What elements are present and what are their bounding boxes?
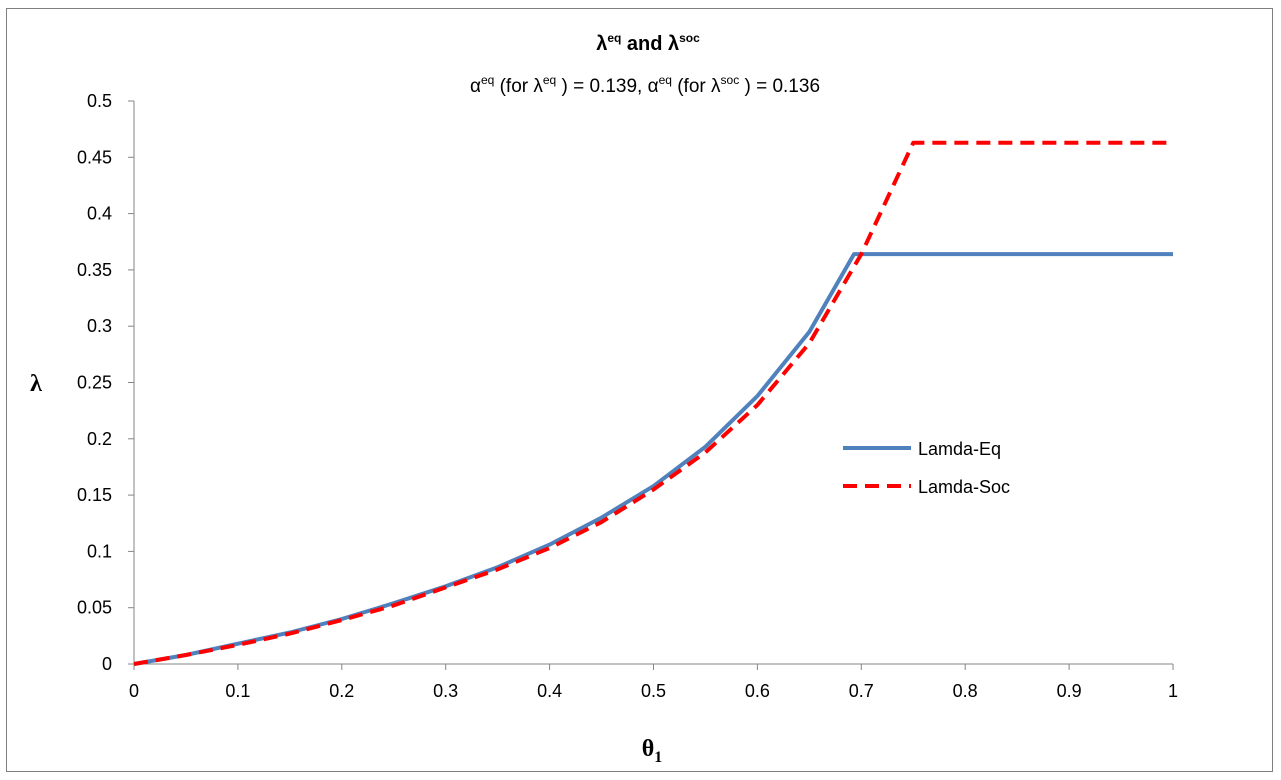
series-layer bbox=[133, 140, 1173, 666]
x-tick-label: 0.6 bbox=[745, 681, 770, 701]
legend: Lamda-Eq Lamda-Soc bbox=[843, 439, 1010, 497]
y-tick-label: 0.1 bbox=[87, 541, 112, 561]
axes: 0 0.05 0.1 0.15 0.2 0.25 0.3 0.35 0.4 0.45 0.5 0 0.1… bbox=[77, 91, 1178, 701]
y-tick-label: 0 bbox=[102, 654, 112, 674]
y-tick-label: 0.35 bbox=[77, 260, 112, 280]
x-tick-label: 0.5 bbox=[641, 681, 666, 701]
x-tick-label: 0.3 bbox=[433, 681, 458, 701]
x-axis-label: θ1 bbox=[642, 736, 663, 766]
x-tick-label: 0 bbox=[129, 681, 139, 701]
series-line-lamda-eq bbox=[133, 252, 1173, 666]
x-tick-label: 0.9 bbox=[1057, 681, 1082, 701]
y-axis-label: λ bbox=[30, 371, 42, 397]
chart-subtitle: αeq (for λeq ) = 0.139, αeq (for λsoc ) … bbox=[470, 73, 820, 97]
y-tick-label: 0.05 bbox=[77, 598, 112, 618]
x-tick-label: 0.1 bbox=[225, 681, 250, 701]
y-tick-label: 0.15 bbox=[77, 485, 112, 505]
y-tick-label: 0.5 bbox=[87, 91, 112, 111]
chart-title: λeq and λsoc bbox=[596, 31, 700, 55]
x-tick-label: 0.7 bbox=[849, 681, 874, 701]
x-tick-label: 0.2 bbox=[329, 681, 354, 701]
legend-label-lamda-eq: Lamda-Eq bbox=[918, 439, 1001, 459]
chart-frame bbox=[6, 8, 1273, 772]
y-tick-label: 0.45 bbox=[77, 147, 112, 167]
legend-label-lamda-soc: Lamda-Soc bbox=[918, 477, 1010, 497]
y-tick-label: 0.2 bbox=[87, 429, 112, 449]
y-tick-label: 0.3 bbox=[87, 316, 112, 336]
x-tick-label: 1 bbox=[1168, 681, 1178, 701]
x-tick-label: 0.4 bbox=[537, 681, 562, 701]
y-tick-label: 0.25 bbox=[77, 373, 112, 393]
series-line-lamda-soc bbox=[133, 140, 1173, 666]
y-tick-label: 0.4 bbox=[87, 204, 112, 224]
x-tick-label: 0.8 bbox=[953, 681, 978, 701]
